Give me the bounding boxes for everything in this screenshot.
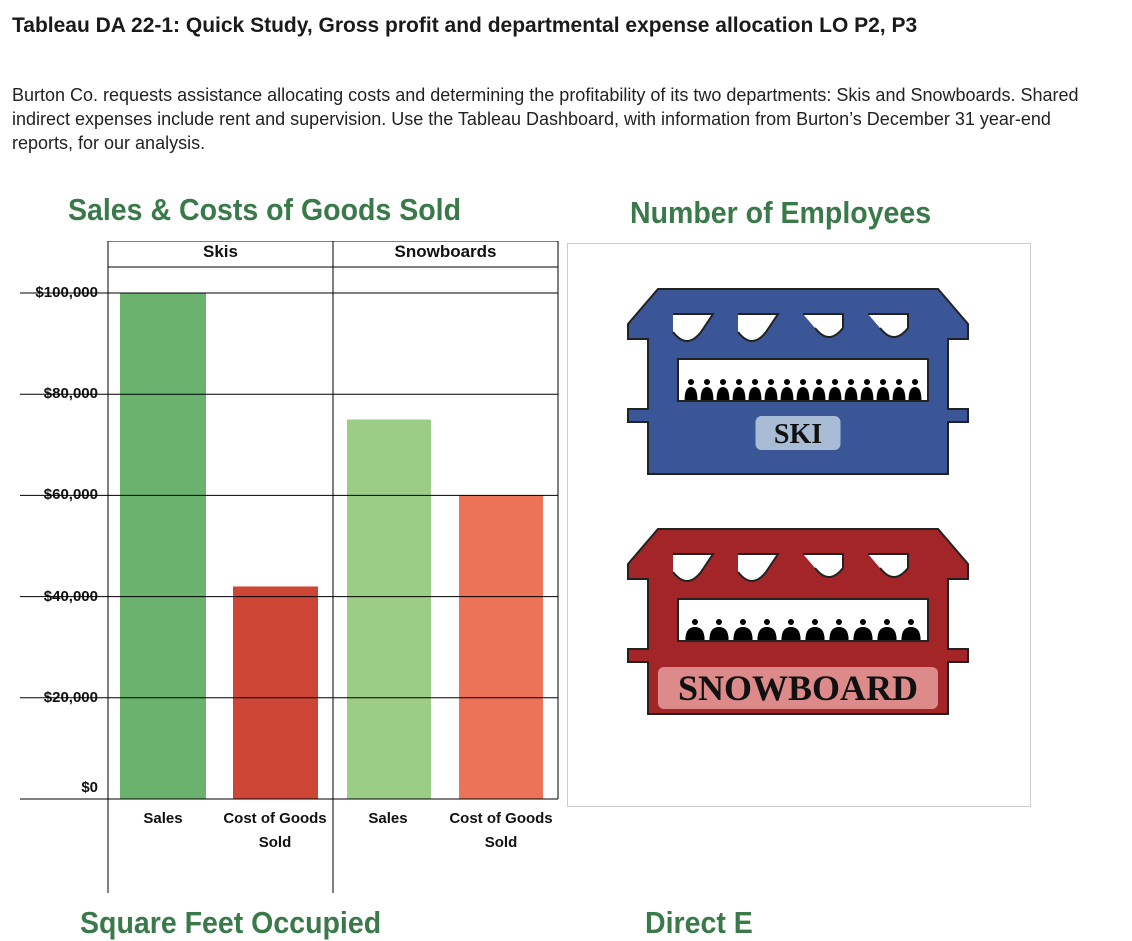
square-feet-title: Square Feet Occupied (80, 905, 382, 940)
sales-cogs-title: Sales & Costs of Goods Sold (68, 192, 462, 227)
x-label-snowboards-sales: Sales (368, 810, 408, 827)
x-label-skis-cogs: Cost of Goods Sold (223, 810, 327, 851)
y-tick-label: $60,000 (43, 486, 98, 504)
panel-header-skis: Skis (203, 242, 238, 261)
y-tick-label: $20,000 (43, 688, 98, 706)
employees-title: Number of Employees (630, 195, 932, 230)
y-tick-label: $80,000 (43, 385, 98, 403)
intro-text: Burton Co. requests assistance allocatin… (12, 85, 1079, 153)
bar-skis-sales (120, 293, 206, 799)
x-label-snowboards-cogs: Cost of Goods Sold (449, 810, 553, 851)
direct-expenses-title: Direct E (645, 905, 753, 940)
bar-snowboards-sales (347, 419, 431, 799)
page-title: Tableau DA 22-1: Quick Study, Gross prof… (12, 14, 918, 37)
snowboard-label: SNOWBOARD (678, 668, 918, 708)
y-tick-label: $0 (81, 779, 98, 796)
x-label-skis-sales: Sales (143, 810, 183, 827)
bar-snowboards-cogs (459, 495, 543, 799)
panel-header-snowboards: Snowboards (394, 242, 497, 261)
bar-skis-cogs (233, 586, 318, 799)
employees-panel: SKI SNOWBOARD (567, 243, 1031, 807)
snowboard-store-icon: SNOWBOARD (627, 528, 969, 715)
sales-cogs-chart (20, 241, 559, 893)
y-tick-label: $40,000 (43, 587, 98, 605)
ski-store-icon: SKI (627, 288, 969, 475)
ski-label: SKI (774, 419, 822, 450)
